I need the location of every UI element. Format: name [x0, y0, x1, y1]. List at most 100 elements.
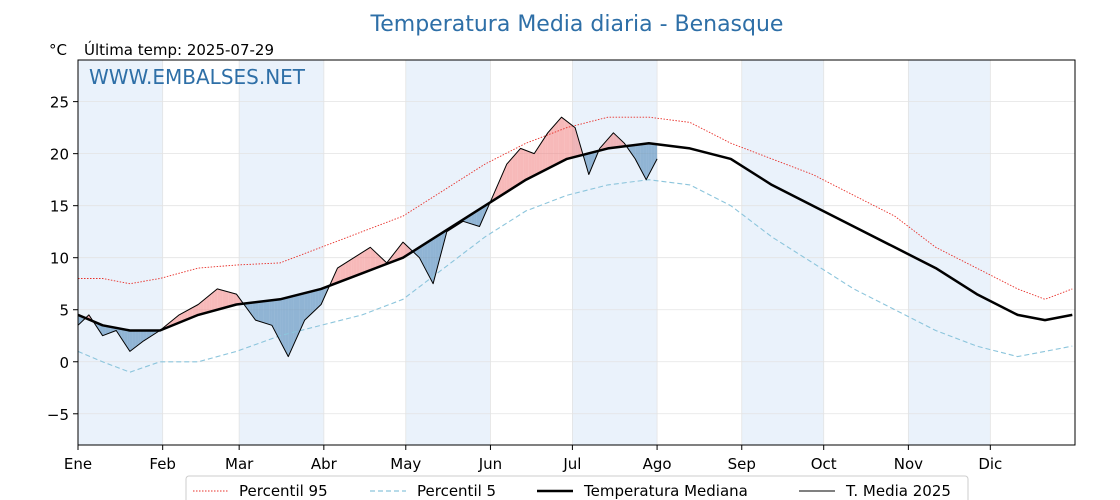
anomaly-fill-below	[263, 300, 267, 324]
anomaly-fill-below	[138, 330, 141, 346]
anomaly-fill-below	[247, 302, 251, 313]
anomaly-fill-below	[323, 286, 327, 299]
anomaly-fill-below	[586, 153, 589, 175]
anomaly-fill-above	[553, 123, 557, 166]
y-unit-label: °C	[49, 41, 67, 59]
anomaly-fill-above	[367, 247, 371, 272]
anomaly-fill-above	[217, 288, 221, 310]
anomaly-fill-below	[318, 288, 322, 308]
month-band-Nov	[908, 60, 991, 445]
anomaly-fill-above	[610, 132, 614, 149]
anomaly-fill-below	[127, 330, 130, 352]
anomaly-fill-below	[143, 330, 147, 341]
anomaly-fill-below	[99, 324, 103, 336]
anomaly-fill-above	[534, 149, 537, 176]
x-tick-label: Ene	[64, 455, 92, 473]
anomaly-fill-below	[124, 329, 128, 348]
anomaly-fill-above	[189, 307, 193, 319]
anomaly-fill-below	[301, 293, 305, 327]
anomaly-fill-above	[179, 313, 182, 323]
x-tick-label: Jun	[478, 455, 502, 473]
anomaly-fill-above	[572, 125, 576, 158]
y-tick-label: 20	[50, 146, 69, 164]
anomaly-fill-above	[342, 262, 346, 281]
anomaly-fill-below	[471, 212, 475, 225]
anomaly-fill-above	[209, 293, 212, 312]
anomaly-fill-above	[613, 132, 617, 148]
anomaly-fill-above	[370, 247, 374, 271]
series-line-median	[77, 141, 1073, 332]
anomaly-fill-above	[236, 294, 240, 305]
x-tick-label: Dic	[978, 455, 1002, 473]
anomaly-fill-above	[345, 261, 349, 280]
anomaly-fill-below	[629, 145, 633, 155]
y-axis-ticks: −5 0 5 10 15 20 25	[47, 94, 78, 424]
anomaly-fill-below	[132, 330, 136, 350]
anomaly-fill-below	[307, 291, 311, 318]
anomaly-fill-above	[547, 129, 551, 169]
anomaly-fill-below	[474, 210, 477, 226]
x-axis-ticks: Ene Feb Mar Abr May Jun Jul Ago Sep Oct Nov Dic	[64, 445, 1002, 473]
anomaly-fill-above	[525, 150, 529, 180]
anomaly-fill-below	[135, 330, 139, 348]
anomaly-fill-above	[225, 291, 229, 308]
series-line-p95	[78, 116, 1073, 300]
anomaly-fill-above	[378, 255, 382, 268]
anomaly-fill-above	[558, 117, 562, 164]
anomaly-fill-above	[607, 135, 611, 149]
legend-p5-label: Percentil 5	[417, 482, 496, 500]
anomaly-fills	[78, 117, 658, 357]
anomaly-fill-above	[403, 242, 406, 258]
anomaly-fill-above	[504, 164, 507, 194]
anomaly-fill-below	[646, 143, 649, 180]
anomaly-fill-above	[206, 295, 210, 313]
anomaly-fill-above	[373, 249, 376, 270]
anomaly-fill-above	[181, 311, 185, 322]
x-tick-label: May	[390, 455, 421, 473]
series-lines	[77, 116, 1073, 373]
anomaly-fill-below	[252, 302, 256, 321]
anomaly-fill-above	[506, 160, 510, 192]
anomaly-fill-below	[118, 328, 122, 339]
legend-current-label: T. Media 2025	[845, 482, 951, 500]
anomaly-fill-below	[280, 298, 283, 347]
anomaly-fill-below	[427, 240, 431, 279]
anomaly-fill-above	[561, 117, 565, 162]
anomaly-fill-below	[271, 299, 275, 331]
anomaly-fill-below	[304, 292, 308, 321]
anomaly-fill-below	[102, 325, 106, 336]
anomaly-fill-above	[230, 292, 234, 307]
anomaly-fill-below	[315, 289, 319, 310]
anomaly-fill-below	[266, 300, 270, 325]
anomaly-fill-above	[220, 289, 223, 309]
anomaly-fill-above	[334, 268, 338, 284]
y-tick-label: 25	[50, 94, 69, 112]
anomaly-fill-above	[397, 245, 401, 260]
anomaly-fill-above	[348, 259, 352, 279]
series-line-p5	[77, 179, 1073, 373]
anomaly-fill-above	[577, 137, 581, 157]
anomaly-fill-below	[430, 238, 434, 284]
anomaly-fill-above	[233, 293, 237, 306]
legend: Percentil 95 Percentil 5 Temperatura Med…	[185, 475, 969, 500]
x-tick-label: Jul	[562, 455, 581, 473]
legend-p95-label: Percentil 95	[239, 482, 328, 500]
anomaly-fill-below	[129, 330, 133, 352]
anomaly-fill-below	[282, 297, 286, 352]
anomaly-fill-above	[362, 250, 365, 274]
x-tick-label: Sep	[728, 455, 756, 473]
x-tick-label: Nov	[894, 455, 923, 473]
anomaly-fill-below	[433, 236, 436, 284]
anomaly-fill-below	[648, 143, 652, 175]
anomaly-fill-above	[545, 132, 548, 170]
legend-median-label: Temperatura Mediana	[583, 482, 748, 500]
anomaly-fill-above	[356, 254, 360, 276]
anomaly-fill-above	[509, 157, 513, 191]
month-bands	[78, 60, 991, 445]
anomaly-fill-above	[531, 152, 535, 177]
y-tick-label: 15	[50, 198, 69, 216]
anomaly-fill-below	[274, 299, 278, 336]
anomaly-fill-above	[566, 121, 570, 159]
anomaly-fill-above	[200, 300, 204, 315]
